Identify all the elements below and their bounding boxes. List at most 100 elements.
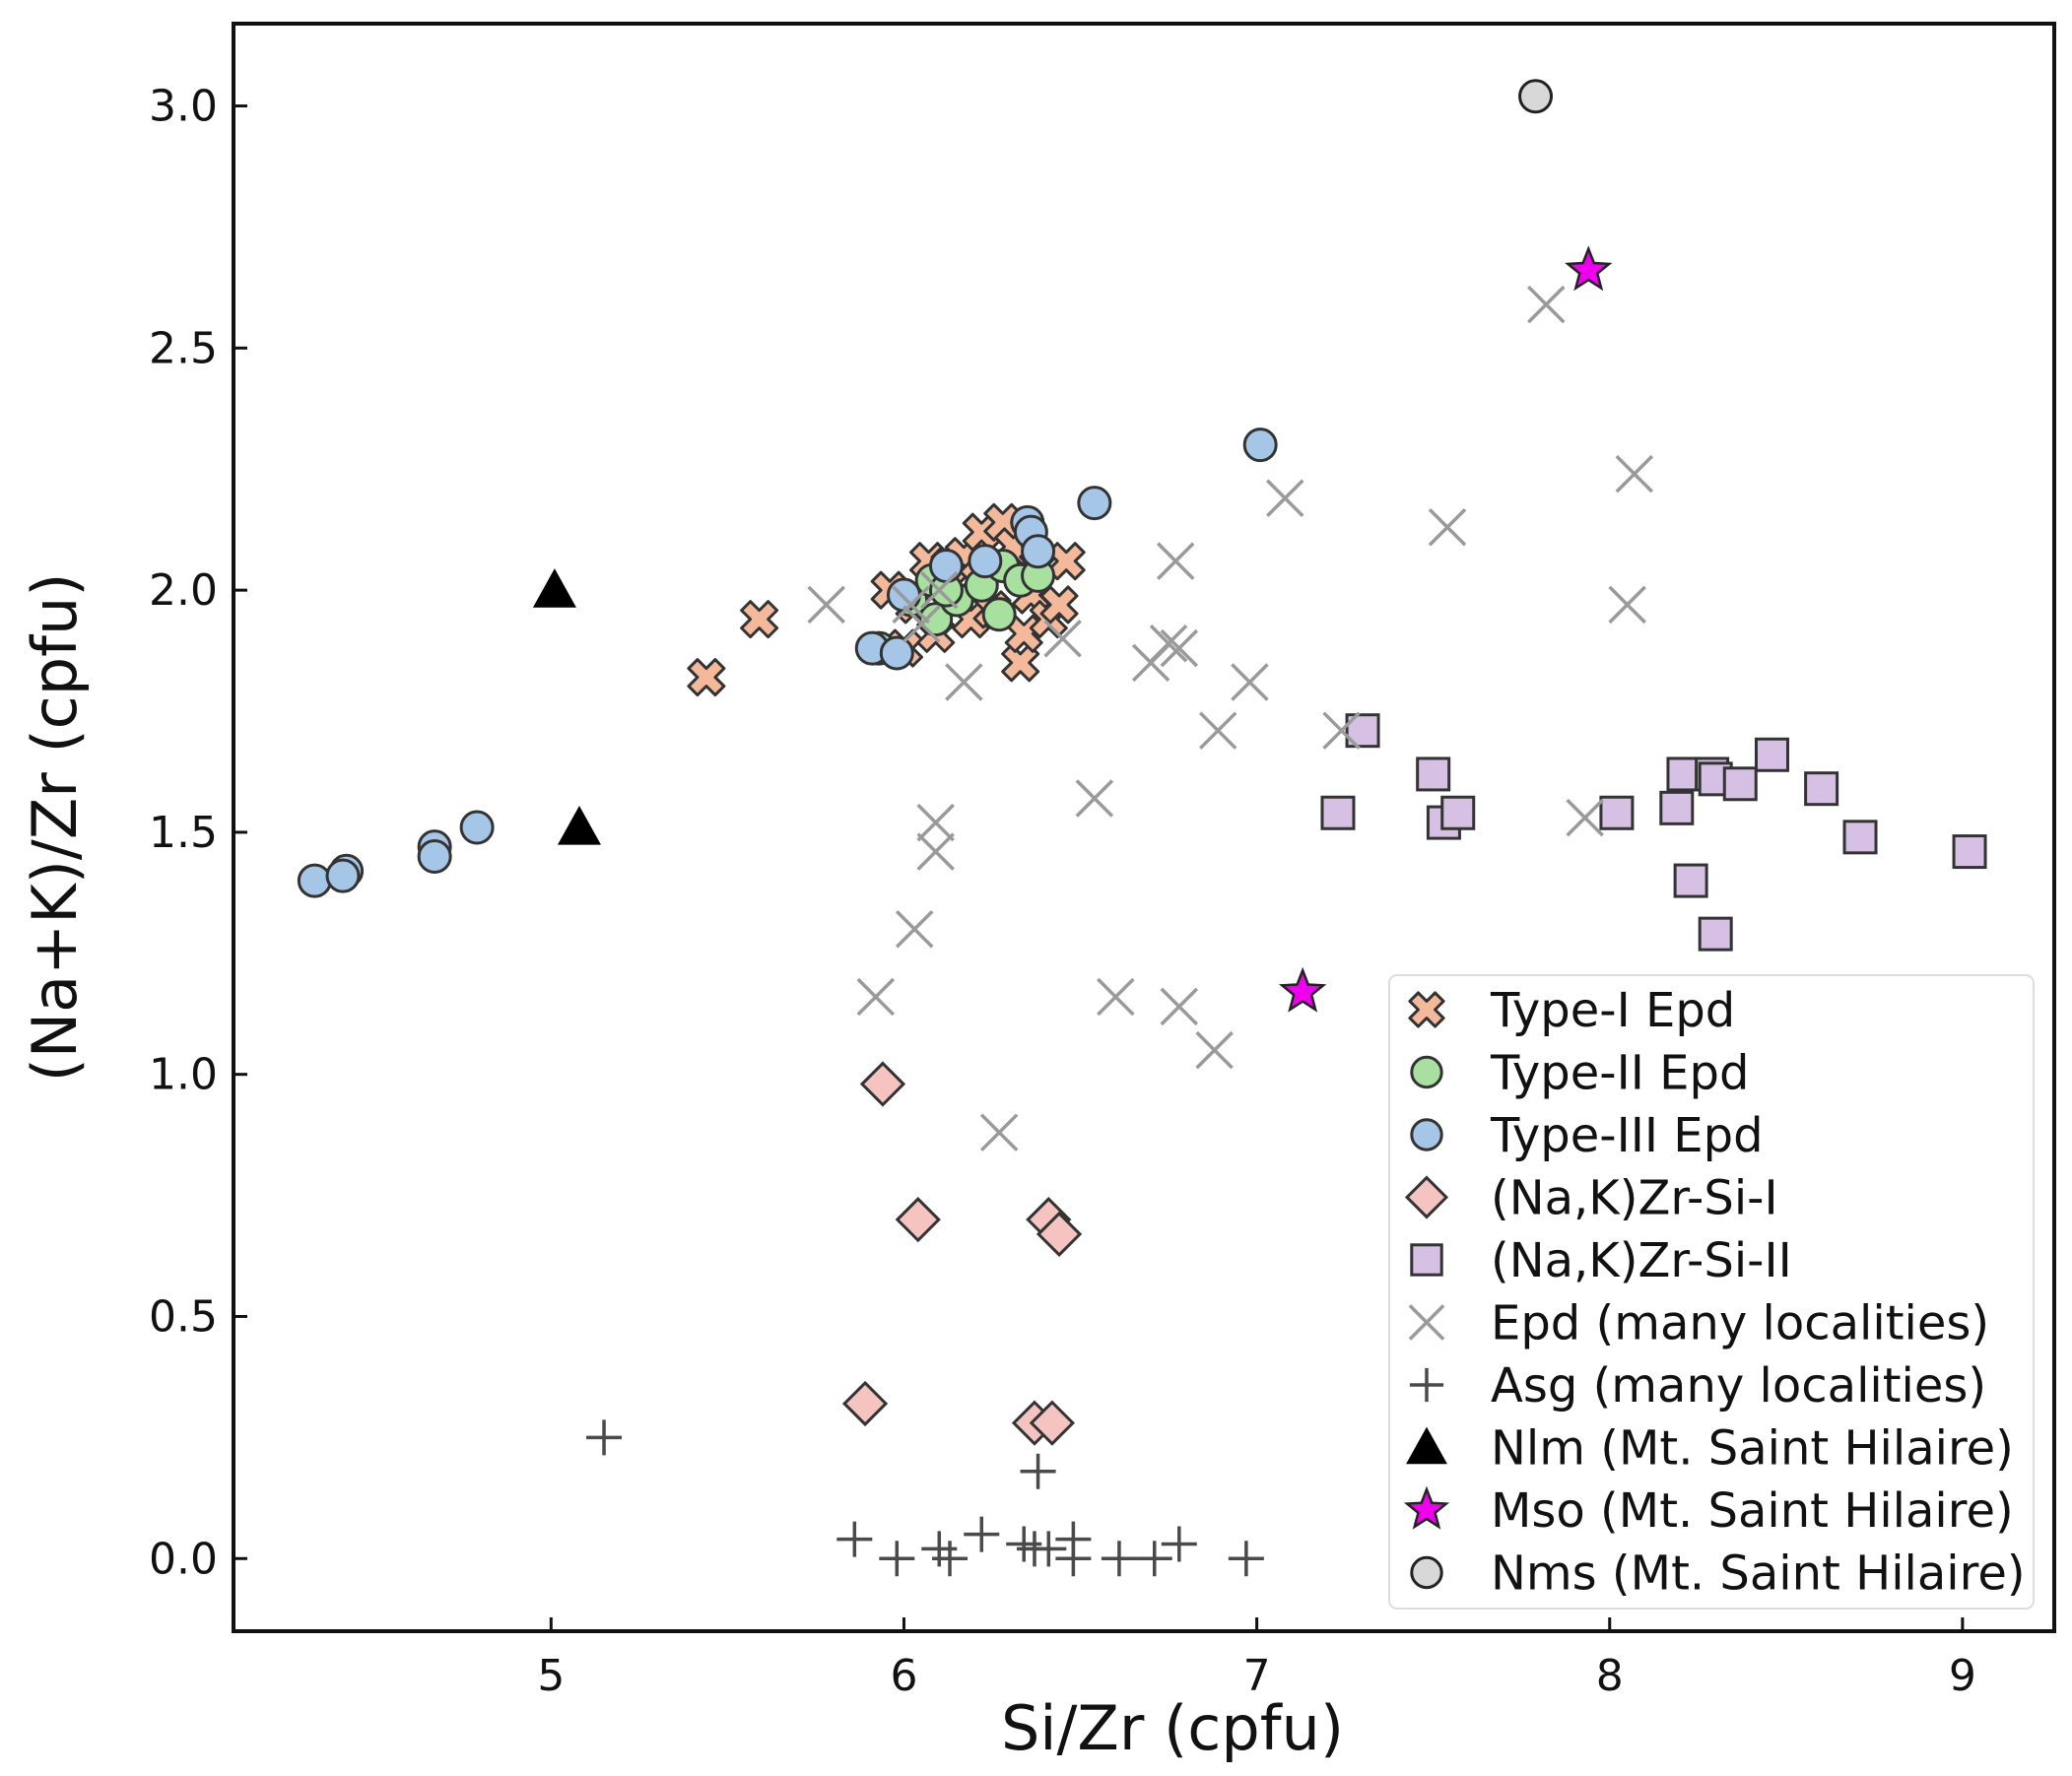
point-asg-many-localities xyxy=(1031,1531,1067,1567)
point-epd-many-localities xyxy=(1075,779,1114,818)
point-nms-mt-saint-hilaire xyxy=(1518,79,1554,114)
point-na-k-zr-si-ii xyxy=(1659,790,1695,825)
x-tick-label: 6 xyxy=(890,1651,917,1701)
legend-item-nlm-mt-saint-hilaire: Nlm (Mt. Saint Hilaire) xyxy=(1406,1421,2014,1477)
series-epd-many-localities xyxy=(807,285,1654,1151)
point-type-iii-epd xyxy=(1021,534,1056,569)
legend-label: Type-II Epd xyxy=(1490,1046,1749,1101)
point-na-k-zr-si-i xyxy=(841,1380,889,1427)
legend-marker-na-k-zr-si-ii xyxy=(1410,1243,1443,1277)
point-asg-many-localities xyxy=(932,1541,969,1577)
legend-marker-nlm-mt-saint-hilaire xyxy=(1406,1426,1447,1465)
legend-item-epd-many-localities: Epd (many localities) xyxy=(1408,1296,1989,1351)
point-asg-many-localities xyxy=(836,1521,873,1557)
point-asg-many-localities xyxy=(586,1419,623,1456)
point-epd-many-localities xyxy=(1428,507,1467,547)
point-na-k-zr-si-i xyxy=(859,1061,906,1107)
point-type-iii-epd xyxy=(886,577,921,613)
point-epd-many-localities xyxy=(807,585,845,625)
y-tick-label: 0.5 xyxy=(149,1291,218,1342)
data-points xyxy=(297,79,1987,1577)
point-epd-many-localities xyxy=(1608,585,1646,625)
x-tick-label: 9 xyxy=(1949,1651,1976,1701)
point-epd-many-localities xyxy=(1195,1030,1234,1070)
point-asg-many-localities xyxy=(1055,1521,1092,1557)
x-axis-ticks: 5 6 7 8 9 xyxy=(537,1617,1976,1701)
point-epd-many-localities xyxy=(1149,624,1188,663)
point-type-iii-epd xyxy=(459,810,495,845)
legend-marker-asg-many-localities xyxy=(1409,1367,1444,1403)
point-type-iii-epd xyxy=(417,838,452,874)
legend-marker-type-i-epd xyxy=(1408,991,1445,1028)
point-epd-many-localities xyxy=(856,977,896,1017)
legend-item-na-k-zr-si-i: (Na,K)Zr-Si-I xyxy=(1404,1171,1778,1226)
point-epd-many-localities xyxy=(945,663,983,701)
point-type-i-epd xyxy=(687,658,726,697)
point-epd-many-localities xyxy=(1198,711,1237,750)
point-epd-many-localities xyxy=(1527,285,1566,324)
legend-marker-epd-many-localities xyxy=(1408,1304,1445,1341)
point-epd-many-localities xyxy=(979,1113,1019,1151)
point-type-i-epd xyxy=(740,600,779,639)
legend-marker-type-ii-epd xyxy=(1410,1055,1443,1089)
point-na-k-zr-si-ii xyxy=(1754,737,1789,772)
x-axis-title: Si/Zr (cpfu) xyxy=(1001,1692,1344,1764)
legend-item-na-k-zr-si-ii: (Na,K)Zr-Si-II xyxy=(1410,1233,1792,1288)
y-tick-label: 3.0 xyxy=(149,82,218,132)
legend-marker-nms-mt-saint-hilaire xyxy=(1410,1555,1443,1590)
series-type-iii-epd xyxy=(297,428,1278,898)
legend-marker-na-k-zr-si-i xyxy=(1404,1175,1449,1219)
point-na-k-zr-si-ii xyxy=(1722,766,1758,802)
point-asg-many-localities xyxy=(1136,1541,1172,1577)
point-type-ii-epd xyxy=(981,597,1017,632)
point-epd-many-localities xyxy=(1156,542,1195,580)
legend-label: (Na,K)Zr-Si-II xyxy=(1491,1233,1792,1288)
point-asg-many-localities xyxy=(921,1531,958,1567)
series-asg-many-localities xyxy=(586,1419,1264,1577)
point-na-k-zr-si-ii xyxy=(1673,863,1708,898)
series-na-k-zr-si-ii xyxy=(1320,713,1987,952)
legend-label: Nms (Mt. Saint Hilaire) xyxy=(1491,1546,2026,1602)
legend-label: Nlm (Mt. Saint Hilaire) xyxy=(1491,1421,2014,1477)
point-mso-mt-saint-hilaire xyxy=(1565,245,1613,292)
legend-item-mso-mt-saint-hilaire: Mso (Mt. Saint Hilaire) xyxy=(1403,1483,2014,1539)
x-tick-label: 8 xyxy=(1596,1651,1624,1701)
point-na-k-zr-si-ii xyxy=(1416,756,1451,792)
point-nlm-mt-saint-hilaire xyxy=(557,806,601,845)
point-epd-many-localities xyxy=(920,570,959,610)
point-na-k-zr-si-i xyxy=(895,1197,941,1243)
point-epd-many-localities xyxy=(1266,479,1304,517)
legend-item-type-iii-epd: Type-III Epd xyxy=(1410,1108,1764,1163)
legend-label: Type-III Epd xyxy=(1490,1108,1764,1163)
series-nms-mt-saint-hilaire xyxy=(1518,79,1554,114)
point-type-iii-epd xyxy=(968,544,1003,579)
y-tick-label: 1.5 xyxy=(149,808,218,858)
series-na-k-zr-si-i xyxy=(841,1061,1083,1446)
series-nlm-mt-saint-hilaire xyxy=(532,568,601,845)
point-asg-many-localities xyxy=(964,1516,1000,1552)
legend: Type-I Epd Type-II Epd Type-III Epd (Na,K)Z… xyxy=(1388,974,2035,1610)
point-epd-many-localities xyxy=(1097,977,1135,1017)
point-na-k-zr-si-i xyxy=(1029,1400,1076,1446)
legend-item-nms-mt-saint-hilaire: Nms (Mt. Saint Hilaire) xyxy=(1410,1546,2026,1602)
point-epd-many-localities xyxy=(895,909,934,949)
legend-marker-mso-mt-saint-hilaire xyxy=(1403,1485,1450,1530)
point-type-iii-epd xyxy=(879,635,914,671)
y-tick-label: 2.0 xyxy=(149,565,218,616)
point-type-iii-epd xyxy=(928,549,964,584)
point-epd-many-localities xyxy=(1615,454,1654,493)
y-tick-label: 0.0 xyxy=(149,1534,218,1584)
point-na-k-zr-si-ii xyxy=(1842,820,1878,855)
point-type-iii-epd xyxy=(1242,428,1278,463)
point-epd-many-localities xyxy=(1160,628,1199,668)
point-epd-many-localities xyxy=(1160,987,1199,1026)
legend-marker-type-iii-epd xyxy=(1410,1118,1443,1151)
legend-item-type-i-epd: Type-I Epd xyxy=(1408,983,1735,1038)
legend-label: Mso (Mt. Saint Hilaire) xyxy=(1491,1483,2014,1539)
point-na-k-zr-si-ii xyxy=(1804,771,1839,807)
x-tick-label: 5 xyxy=(537,1651,565,1701)
point-na-k-zr-si-ii xyxy=(1599,795,1635,830)
point-na-k-zr-si-i xyxy=(1036,1211,1083,1258)
plot-frame xyxy=(232,22,2056,1633)
